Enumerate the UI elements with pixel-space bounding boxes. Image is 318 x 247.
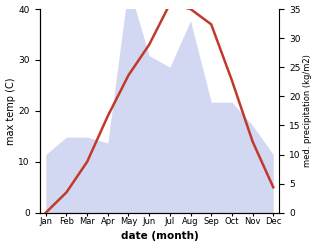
Y-axis label: med. precipitation (kg/m2): med. precipitation (kg/m2) bbox=[303, 54, 313, 167]
X-axis label: date (month): date (month) bbox=[121, 231, 198, 242]
Y-axis label: max temp (C): max temp (C) bbox=[5, 77, 16, 145]
